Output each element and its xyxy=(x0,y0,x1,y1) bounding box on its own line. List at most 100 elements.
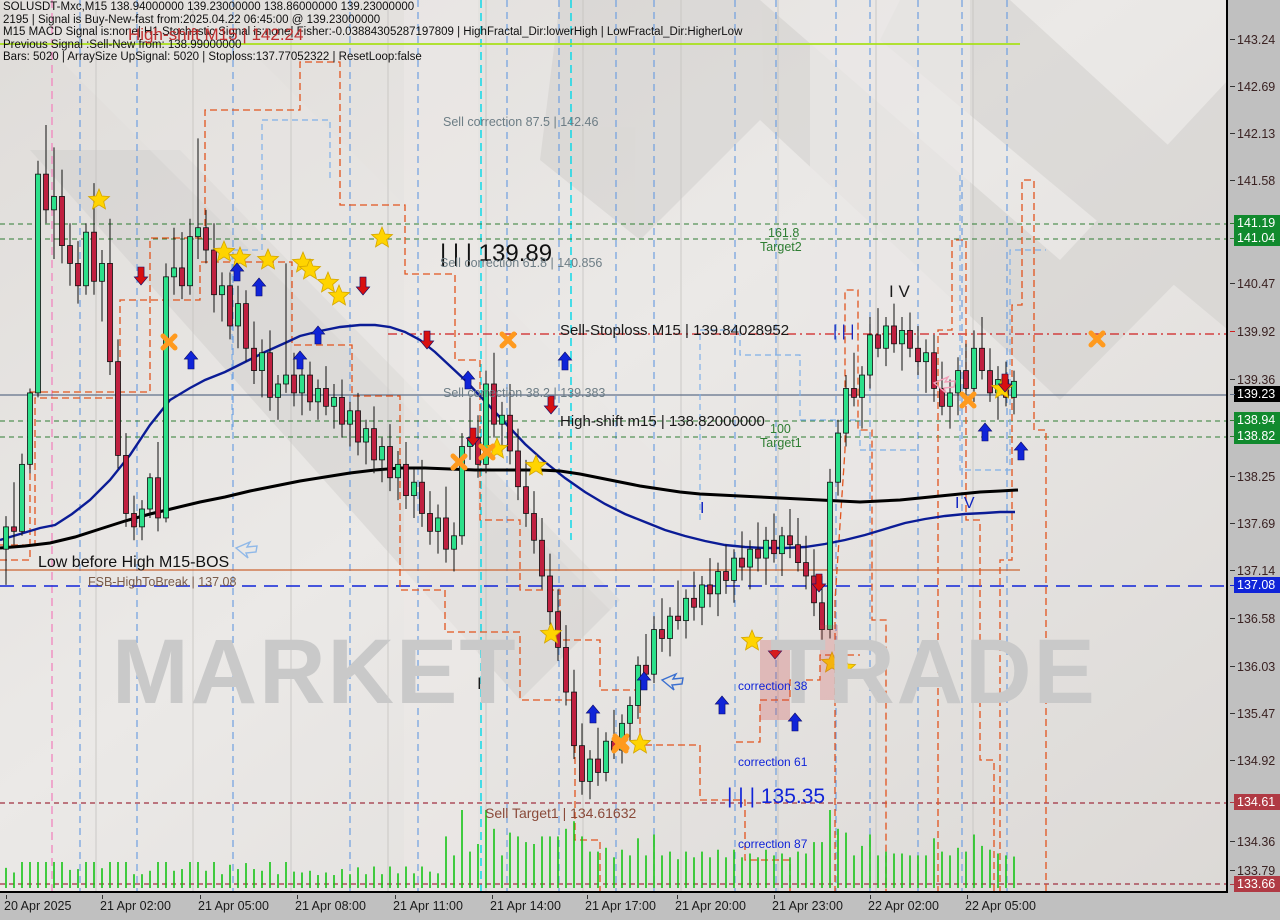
sell-arrow-icon xyxy=(419,330,435,350)
cross-signal-icon xyxy=(160,333,178,351)
fib-lower-green-2-label[interactable]: 138.82 xyxy=(1234,428,1280,444)
fsb-high-to-break: FSB-HighToBreak | 137.08 xyxy=(88,575,237,589)
buy-arrow-icon xyxy=(714,695,730,715)
header-line-macd: M15 MACD Signal is:none| H1 Stochastic S… xyxy=(3,26,743,39)
candle-body xyxy=(147,477,153,510)
time-tick-label: 21 Apr 11:00 xyxy=(393,899,463,913)
candle-body xyxy=(955,370,961,394)
buy-arrow-icon xyxy=(787,712,803,732)
fib-upper-green-2-label[interactable]: 141.04 xyxy=(1234,230,1280,246)
candle-body xyxy=(75,263,81,287)
candle-body xyxy=(579,745,585,782)
price-tick: 139.92 xyxy=(1230,325,1275,339)
candle-body xyxy=(203,227,209,251)
star-signal-icon xyxy=(485,436,509,459)
price-tick-label: 142.13 xyxy=(1237,127,1276,141)
star-signal-icon xyxy=(212,239,236,262)
time-tick-label: 21 Apr 02:00 xyxy=(100,899,171,913)
tick-dash-icon xyxy=(1230,180,1235,182)
star-signal-icon xyxy=(370,225,394,248)
candle-body xyxy=(547,575,553,613)
buy-arrow-icon xyxy=(977,422,993,442)
price-tick: 134.92 xyxy=(1230,754,1275,768)
correction-38: correction 38 xyxy=(738,679,808,693)
candle-body xyxy=(243,303,249,349)
fib-lower-green-1-label[interactable]: 138.94 xyxy=(1234,412,1280,428)
price-tick-label: 136.58 xyxy=(1237,612,1276,626)
level-dash-icon xyxy=(1230,802,1235,803)
candle-body xyxy=(315,388,321,403)
buy-arrow-icon xyxy=(557,351,573,371)
candle-body xyxy=(627,705,633,724)
candle-body xyxy=(835,432,841,483)
candle-body xyxy=(827,481,833,630)
buy-arrow-icon xyxy=(183,350,199,370)
candle-body xyxy=(155,477,161,519)
price-tick: 142.69 xyxy=(1230,80,1275,94)
candle-body xyxy=(27,392,33,465)
candle-body xyxy=(507,414,513,452)
sell-target-red-label[interactable]: 134.61 xyxy=(1234,794,1280,810)
cross-signal-icon xyxy=(611,736,629,754)
chart-plot-area[interactable]: MARKET TRADE xyxy=(0,0,1228,893)
star-signal-icon xyxy=(539,621,563,644)
level-dash-icon xyxy=(1230,884,1235,885)
candle-body xyxy=(483,383,489,465)
sell-target2-red-label[interactable]: 133.66 xyxy=(1234,876,1280,892)
candle-body xyxy=(179,267,185,287)
time-tick-mark xyxy=(870,895,871,899)
tick-dash-icon xyxy=(1230,331,1235,333)
fib-upper-green-1-label[interactable]: 141.19 xyxy=(1234,215,1280,231)
candle-body xyxy=(11,526,17,532)
time-tick-label: 21 Apr 05:00 xyxy=(198,899,269,913)
price-axis[interactable]: 143.24 142.69 142.13 141.58 140.47 139.92 139.… xyxy=(1230,0,1280,893)
candle-body xyxy=(99,263,105,282)
current-price-label[interactable]: 139.23 xyxy=(1234,386,1280,402)
price-tick-label: 138.25 xyxy=(1237,470,1276,484)
candle-body xyxy=(19,463,25,532)
candle-body xyxy=(371,428,377,461)
time-tick-mark xyxy=(774,895,775,899)
high-shift-m15: High-shift m15 | 138.82000000 xyxy=(560,413,765,430)
time-tick-mark xyxy=(587,895,588,899)
cross-signal-icon xyxy=(499,331,517,349)
cross-signal-icon xyxy=(478,443,496,461)
buy-arrow-icon xyxy=(229,262,245,282)
roman-iii-top: | | | xyxy=(833,323,855,340)
candle-body xyxy=(683,597,689,622)
level-dash-icon xyxy=(1230,436,1235,437)
time-tick-mark xyxy=(6,895,7,899)
tick-dash-icon xyxy=(1230,476,1235,478)
cross-signal-icon xyxy=(959,391,977,409)
candle-body xyxy=(419,481,425,514)
header-line-signal: 2195 | Signal is Buy-New-fast from:2025.… xyxy=(3,13,381,26)
candle-body xyxy=(587,758,593,782)
candle-body xyxy=(499,414,505,425)
chart-info-header: SOLUSDT-Mxc,M15 138.94000000 139.2300000… xyxy=(3,1,742,64)
candle-body xyxy=(675,615,681,622)
time-tick-label: 21 Apr 17:00 xyxy=(585,899,656,913)
level-dash-icon xyxy=(1230,223,1235,224)
candle-body xyxy=(899,330,905,345)
time-axis[interactable]: 20 Apr 2025 21 Apr 02:00 21 Apr 05:00 21 Ap… xyxy=(0,895,1280,920)
time-tick-mark xyxy=(200,895,201,899)
candle-body xyxy=(555,611,561,648)
candle-body xyxy=(771,539,777,555)
candle-body xyxy=(323,388,329,407)
candle-body xyxy=(443,517,449,550)
candle-body xyxy=(563,647,569,693)
candle-body xyxy=(91,231,97,282)
candle-body xyxy=(475,437,481,465)
price-tick-label: 134.92 xyxy=(1237,754,1276,768)
sell-correction-875: Sell correction 87.5 | 142.46 xyxy=(443,115,599,129)
time-tick-mark xyxy=(677,895,678,899)
buy-arrow-icon xyxy=(585,704,601,724)
price-tick-label: 139.36 xyxy=(1237,373,1276,387)
candle-body xyxy=(971,347,977,389)
candle-body xyxy=(947,392,953,407)
fsb-level-blue-label[interactable]: 137.08 xyxy=(1234,577,1280,593)
candle-body xyxy=(43,173,49,211)
candle-body xyxy=(763,539,769,559)
candle-body xyxy=(603,740,609,773)
candle-body xyxy=(299,374,305,394)
